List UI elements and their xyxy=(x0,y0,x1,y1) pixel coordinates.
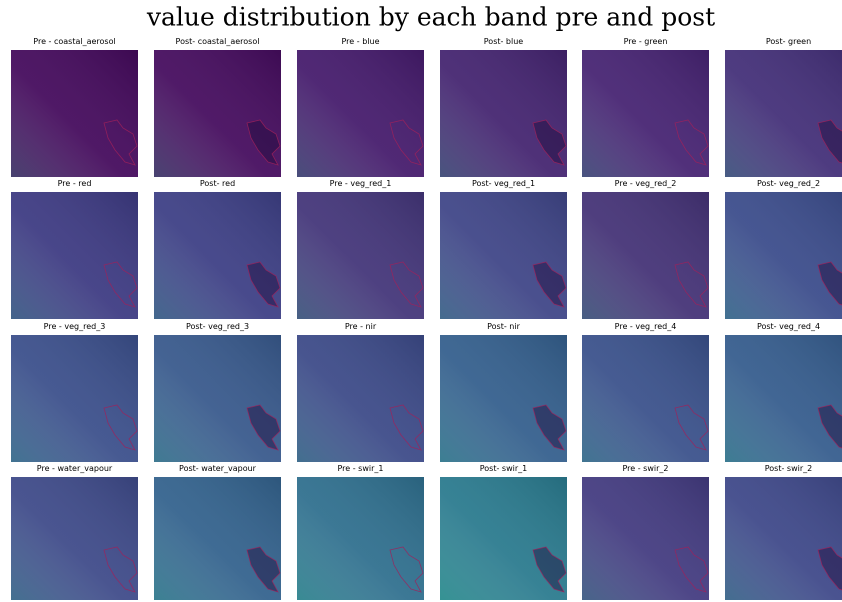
panel-title: Post- water_vapour xyxy=(179,464,257,473)
panel-title: Pre - blue xyxy=(342,37,380,46)
image-texture xyxy=(725,50,842,177)
panel: Pre - veg_red_4 xyxy=(582,322,709,462)
panel: Post- swir_1 xyxy=(440,464,567,600)
panel: Pre - green xyxy=(582,37,709,177)
panel: Post- veg_red_2 xyxy=(725,179,842,319)
image-texture xyxy=(154,192,281,319)
panel-title: Pre - nir xyxy=(345,322,377,331)
image-texture xyxy=(725,477,842,600)
panel: Post- water_vapour xyxy=(154,464,281,600)
panel: Post- nir xyxy=(440,322,567,462)
panel-title: Pre - veg_red_4 xyxy=(615,322,677,331)
panel: Pre - veg_red_3 xyxy=(11,322,138,462)
panel: Pre - swir_1 xyxy=(297,464,424,600)
panel-title: Post- swir_1 xyxy=(480,464,527,473)
panel: Pre - coastal_aerosol xyxy=(11,37,138,177)
panel: Pre - blue xyxy=(297,37,424,177)
panel-title: Pre - swir_1 xyxy=(337,464,383,473)
image-texture xyxy=(297,335,424,462)
panel: Pre - water_vapour xyxy=(11,464,138,600)
image-texture xyxy=(440,335,567,462)
panel-title: Pre - veg_red_1 xyxy=(330,179,392,188)
panel-title: Post- nir xyxy=(487,322,520,331)
panel: Post- red xyxy=(154,179,281,319)
figure: value distribution by each band pre and … xyxy=(0,0,842,602)
panel: Pre - swir_2 xyxy=(582,464,709,600)
image-texture xyxy=(297,50,424,177)
image-texture xyxy=(154,50,281,177)
image-texture xyxy=(582,50,709,177)
panel-title: Pre - water_vapour xyxy=(37,464,113,473)
panel-title: Pre - veg_red_2 xyxy=(615,179,677,188)
image-texture xyxy=(725,192,842,319)
panel: Pre - veg_red_2 xyxy=(582,179,709,319)
image-texture xyxy=(582,335,709,462)
panel-title: Pre - coastal_aerosol xyxy=(33,37,115,46)
panel: Pre - veg_red_1 xyxy=(297,179,424,319)
image-texture xyxy=(297,192,424,319)
panel: Post- coastal_aerosol xyxy=(154,37,281,177)
image-texture xyxy=(11,192,138,319)
image-texture xyxy=(725,335,842,462)
panel-title: Post- green xyxy=(766,37,811,46)
panel: Post- veg_red_3 xyxy=(154,322,281,462)
panel: Post- swir_2 xyxy=(725,464,842,600)
panel-title: Post- red xyxy=(200,179,235,188)
image-texture xyxy=(11,335,138,462)
panel-title: Post- swir_2 xyxy=(765,464,812,473)
panel-title: Post- veg_red_3 xyxy=(186,322,249,331)
image-texture xyxy=(11,50,138,177)
panel-title: Pre - red xyxy=(58,179,92,188)
panel-title: Post- veg_red_2 xyxy=(757,179,820,188)
panel-title: Pre - veg_red_3 xyxy=(44,322,106,331)
panel: Post- green xyxy=(725,37,842,177)
figure-title: value distribution by each band pre and … xyxy=(146,3,715,32)
panel-title: Post- veg_red_4 xyxy=(757,322,820,331)
panel-title: Post- blue xyxy=(484,37,524,46)
image-texture xyxy=(154,335,281,462)
panel-title: Post- veg_red_1 xyxy=(472,179,535,188)
image-texture xyxy=(582,192,709,319)
image-texture xyxy=(440,50,567,177)
image-texture xyxy=(440,192,567,319)
panel: Post- blue xyxy=(440,37,567,177)
panel-title: Post- coastal_aerosol xyxy=(176,37,260,46)
panel-title: Pre - swir_2 xyxy=(622,464,668,473)
panel: Post- veg_red_1 xyxy=(440,179,567,319)
panel-grid: Pre - coastal_aerosol Post- coastal_aeros… xyxy=(11,37,842,600)
panel: Pre - red xyxy=(11,179,138,319)
panel: Pre - nir xyxy=(297,322,424,462)
panel: Post- veg_red_4 xyxy=(725,322,842,462)
panel-title: Pre - green xyxy=(624,37,668,46)
